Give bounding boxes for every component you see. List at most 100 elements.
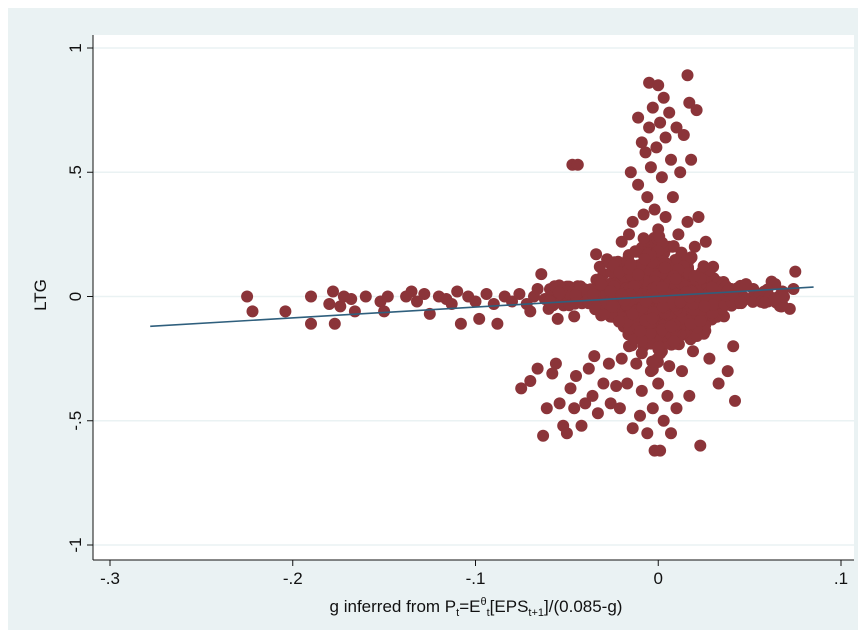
data-point [656, 281, 669, 294]
data-point [656, 300, 669, 313]
data-point [513, 288, 526, 300]
x-tick-label: -.3 [100, 569, 120, 588]
data-point [405, 285, 418, 298]
data-point [666, 296, 679, 309]
x-tick-label: 0 [654, 569, 663, 588]
y-tick-label: 0 [66, 292, 85, 301]
data-point [698, 300, 711, 313]
data-point [677, 129, 690, 141]
data-point [632, 178, 645, 191]
data-point [606, 300, 618, 313]
data-point [535, 268, 548, 281]
data-point [549, 357, 562, 370]
data-point [610, 380, 623, 392]
x-axis-title: g inferred from Pt=Eθt[EPSt+1]/(0.085-g) [330, 596, 623, 619]
data-point [553, 397, 566, 410]
data-point [703, 352, 716, 365]
data-point [604, 285, 617, 297]
data-point [587, 288, 599, 301]
data-point [328, 317, 341, 330]
data-point [531, 362, 544, 375]
data-point [564, 382, 577, 395]
x-tick-label: .1 [834, 569, 848, 588]
data-point [246, 305, 259, 318]
data-point [657, 91, 670, 104]
data-point [621, 377, 634, 390]
data-point [694, 439, 707, 452]
data-point [664, 320, 677, 333]
data-point [411, 295, 423, 308]
data-point [681, 69, 694, 82]
data-point [615, 235, 628, 248]
data-point [323, 298, 336, 310]
data-point [638, 253, 651, 266]
data-point [674, 296, 687, 309]
data-point [635, 347, 648, 360]
data-point [680, 286, 693, 298]
data-point [688, 240, 701, 253]
data-point [524, 305, 537, 318]
data-point [659, 131, 672, 144]
data-point [591, 407, 604, 420]
data-point [613, 315, 625, 328]
data-point [568, 310, 581, 323]
data-point [663, 360, 676, 373]
data-point [659, 211, 672, 223]
data-point [668, 335, 680, 348]
data-point [690, 330, 703, 342]
x-title-base: g inferred from P [330, 597, 457, 616]
data-point [241, 290, 254, 303]
scatter-points [241, 69, 802, 457]
x-tick-label: -.1 [466, 569, 486, 588]
data-point [590, 248, 603, 261]
data-point [639, 146, 652, 159]
data-point [613, 266, 626, 279]
data-point [575, 419, 588, 432]
y-tick-label: .5 [66, 165, 85, 179]
data-point [579, 397, 592, 410]
data-point [692, 211, 705, 223]
data-point [334, 300, 347, 313]
data-point [646, 101, 659, 114]
data-point [327, 285, 339, 298]
data-point [644, 161, 657, 174]
data-point [524, 375, 537, 387]
data-point [636, 334, 648, 347]
data-point [665, 153, 677, 166]
data-point [571, 158, 584, 171]
y-tick-label: -.5 [66, 411, 85, 431]
x-title-e-superscript: θ [480, 596, 486, 608]
data-point [670, 402, 683, 415]
data-point [348, 305, 361, 318]
x-axis: -.3 -.2 -.1 0 .1 [93, 559, 854, 588]
data-point [305, 290, 317, 303]
data-point [359, 290, 372, 303]
x-title-tail: ]/(0.085-g) [544, 597, 622, 616]
data-point [378, 305, 391, 318]
data-point [515, 382, 528, 395]
data-point [666, 191, 679, 204]
data-point [670, 121, 683, 134]
data-point [546, 367, 559, 380]
data-point [454, 317, 467, 330]
data-point [305, 317, 317, 330]
data-point [683, 389, 696, 402]
data-point [595, 278, 608, 291]
data-point [672, 228, 685, 241]
data-point [690, 104, 703, 117]
data-point [634, 409, 646, 422]
data-point [602, 357, 615, 370]
data-point [652, 377, 665, 390]
data-point [640, 295, 652, 308]
data-point [635, 136, 648, 149]
data-point [699, 235, 712, 248]
data-point [531, 283, 544, 295]
data-point [451, 285, 464, 298]
data-point [652, 79, 665, 92]
data-point [597, 377, 610, 390]
x-title-e-subscript: t [487, 607, 490, 619]
data-point [641, 427, 654, 440]
x-title-eps: [EPS [490, 597, 529, 616]
x-title-eps-subscript: t+1 [528, 607, 544, 619]
data-point [588, 350, 601, 363]
